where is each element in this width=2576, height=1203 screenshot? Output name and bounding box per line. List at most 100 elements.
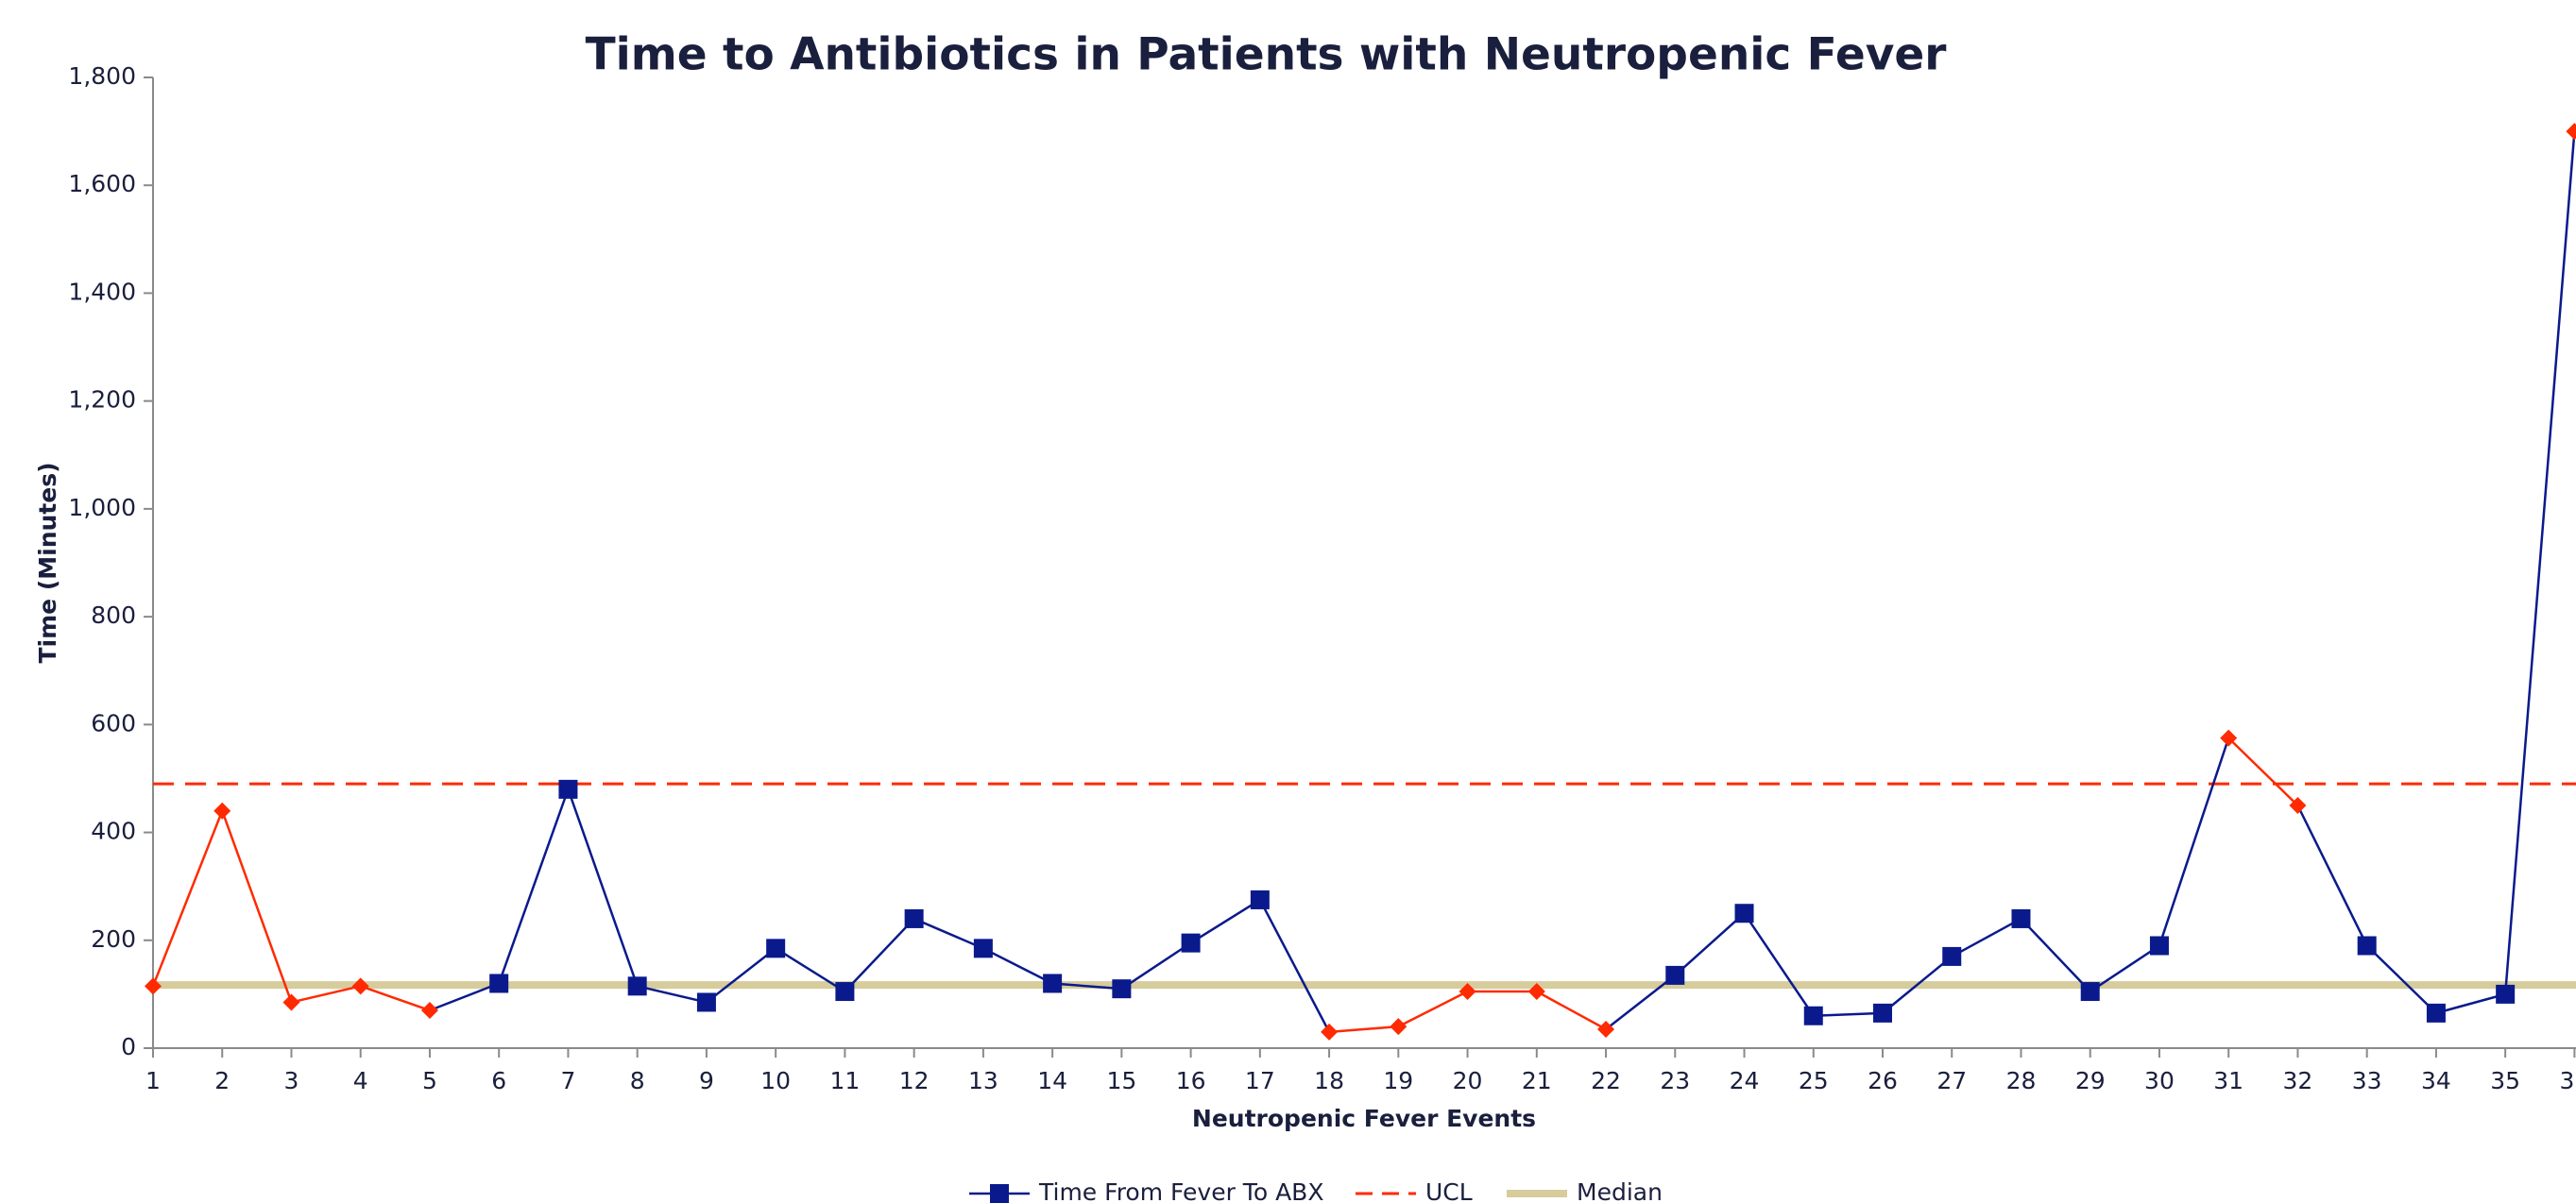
marker bbox=[1250, 890, 1270, 909]
line-segment bbox=[291, 985, 362, 1004]
marker bbox=[1321, 1023, 1339, 1041]
x-tick-label: 13 bbox=[968, 1067, 998, 1094]
line-segment bbox=[1813, 1011, 1884, 1017]
chart-title: Time to Antibiotics in Patients with Neu… bbox=[586, 29, 1948, 81]
x-tick-label: 15 bbox=[1106, 1067, 1136, 1094]
x-tick-label: 33 bbox=[2352, 1067, 2382, 1094]
y-axis-title: Time (Minutes) bbox=[34, 462, 61, 663]
marker bbox=[1873, 1003, 1892, 1023]
marker bbox=[1459, 983, 1476, 1001]
x-tick-label: 16 bbox=[1176, 1067, 1206, 1094]
marker bbox=[766, 939, 786, 958]
marker bbox=[2080, 982, 2100, 1002]
y-tick-label: 600 bbox=[91, 709, 136, 737]
x-tick-label: 1 bbox=[145, 1067, 161, 1094]
x-tick-label: 18 bbox=[1314, 1067, 1344, 1094]
marker bbox=[2426, 1003, 2446, 1023]
line-segment bbox=[2365, 944, 2437, 1014]
x-tick-label: 22 bbox=[1591, 1067, 1621, 1094]
marker bbox=[558, 779, 578, 799]
line-segment bbox=[982, 947, 1053, 985]
legend-label: Time From Fever To ABX bbox=[1038, 1178, 1323, 1203]
marker bbox=[1665, 965, 1685, 985]
marker bbox=[2220, 729, 2238, 747]
marker bbox=[2566, 123, 2576, 141]
marker bbox=[213, 802, 231, 820]
x-tick-label: 10 bbox=[760, 1067, 791, 1094]
line-segment bbox=[775, 947, 846, 993]
line-segment bbox=[1674, 912, 1746, 976]
y-tick-label: 1,000 bbox=[68, 494, 136, 521]
line-segment bbox=[913, 917, 984, 950]
line-segment bbox=[1951, 917, 2022, 958]
x-tick-label: 29 bbox=[2075, 1067, 2106, 1094]
y-tick-label: 800 bbox=[91, 602, 136, 629]
line-segment bbox=[429, 982, 500, 1012]
x-tick-label: 4 bbox=[353, 1067, 368, 1094]
y-tick-label: 200 bbox=[91, 925, 136, 953]
y-tick-label: 1,600 bbox=[68, 170, 136, 197]
legend-label: Median bbox=[1577, 1178, 1663, 1203]
line-segment bbox=[2227, 737, 2299, 806]
y-tick-label: 1,800 bbox=[68, 62, 136, 90]
x-tick-label: 25 bbox=[1799, 1067, 1829, 1094]
x-tick-label: 5 bbox=[422, 1067, 437, 1094]
line-segment bbox=[2158, 737, 2230, 946]
x-tick-label: 35 bbox=[2490, 1067, 2520, 1094]
marker bbox=[2011, 908, 2031, 928]
marker bbox=[973, 939, 993, 958]
x-tick-label: 14 bbox=[1037, 1067, 1067, 1094]
y-tick-label: 0 bbox=[121, 1033, 136, 1060]
line-segment bbox=[1052, 982, 1122, 991]
x-tick-label: 6 bbox=[491, 1067, 506, 1094]
line-segment bbox=[1189, 898, 1261, 944]
marker bbox=[145, 977, 162, 995]
x-tick-label: 34 bbox=[2421, 1067, 2451, 1094]
x-tick-label: 8 bbox=[630, 1067, 645, 1094]
marker bbox=[1527, 983, 1545, 1001]
x-axis-title: Neutropenic Fever Events bbox=[1192, 1105, 1536, 1132]
x-tick-label: 32 bbox=[2283, 1067, 2313, 1094]
marker bbox=[489, 974, 509, 993]
line-segment bbox=[1536, 990, 1607, 1031]
x-tick-label: 2 bbox=[214, 1067, 230, 1094]
line-segment bbox=[706, 947, 776, 1004]
line-segment bbox=[1120, 941, 1192, 991]
marker bbox=[420, 1002, 438, 1020]
x-tick-label: 3 bbox=[284, 1067, 299, 1094]
line-segment bbox=[844, 918, 915, 992]
marker bbox=[627, 976, 647, 996]
x-tick-label: 11 bbox=[829, 1067, 860, 1094]
x-tick-label: 12 bbox=[899, 1067, 930, 1094]
x-tick-label: 9 bbox=[699, 1067, 714, 1094]
x-tick-label: 23 bbox=[1660, 1067, 1690, 1094]
line-segment bbox=[1328, 1025, 1399, 1034]
marker bbox=[1043, 974, 1063, 993]
marker bbox=[1803, 1006, 1823, 1025]
line-segment bbox=[2435, 992, 2506, 1015]
line-segment bbox=[2503, 131, 2576, 994]
marker bbox=[1390, 1018, 1407, 1036]
x-tick-label: 17 bbox=[1245, 1067, 1275, 1094]
line-segment bbox=[567, 788, 639, 987]
marker bbox=[2496, 984, 2516, 1004]
legend-label: UCL bbox=[1425, 1178, 1473, 1203]
marker bbox=[1112, 979, 1132, 999]
x-tick-label: 31 bbox=[2213, 1067, 2243, 1094]
line-segment bbox=[498, 788, 570, 984]
y-tick-label: 400 bbox=[91, 818, 136, 845]
x-tick-label: 20 bbox=[1453, 1067, 1483, 1094]
marker bbox=[282, 993, 300, 1011]
x-tick-label: 26 bbox=[1868, 1067, 1898, 1094]
line-segment bbox=[360, 985, 431, 1012]
x-tick-label: 7 bbox=[560, 1067, 575, 1094]
marker bbox=[1597, 1021, 1615, 1039]
marker bbox=[835, 982, 855, 1002]
line-segment bbox=[2296, 805, 2368, 947]
x-tick-label: 27 bbox=[1936, 1067, 1967, 1094]
marker bbox=[351, 977, 369, 995]
y-tick-label: 1,400 bbox=[68, 278, 136, 305]
marker bbox=[2289, 797, 2307, 814]
x-tick-label: 28 bbox=[2006, 1067, 2037, 1094]
